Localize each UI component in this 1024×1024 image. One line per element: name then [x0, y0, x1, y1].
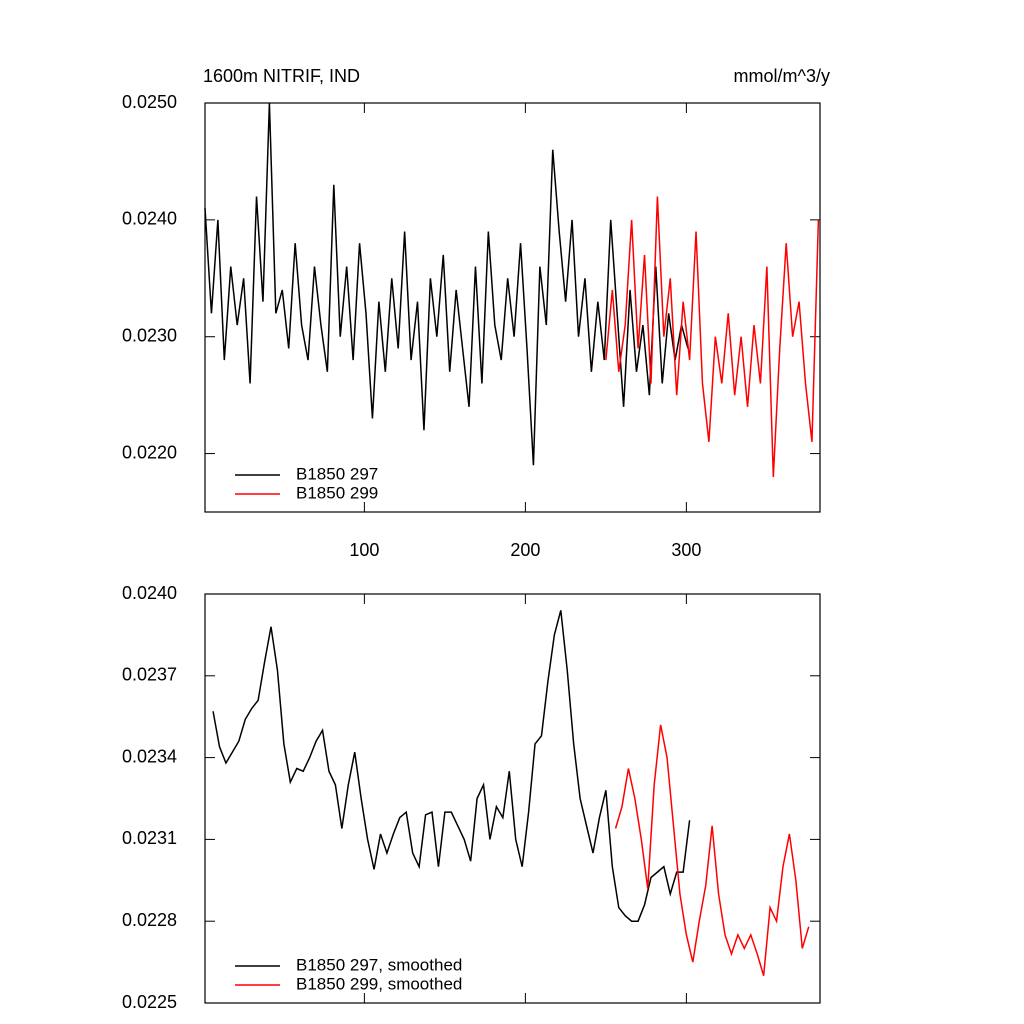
- y-tick-label: 0.0230: [122, 325, 177, 345]
- x-tick-label: 100: [349, 540, 379, 560]
- data-line: [614, 724, 810, 976]
- x-tick-label: 300: [671, 540, 701, 560]
- y-tick-label: 0.0228: [122, 910, 177, 930]
- y-tick-label: 0.0234: [122, 746, 177, 766]
- legend-label: B1850 297: [296, 464, 378, 483]
- y-tick-label: 0.0225: [122, 992, 177, 1012]
- y-tick-label: 0.0250: [122, 92, 177, 112]
- legend-label: B1850 299: [296, 483, 378, 502]
- y-tick-label: 0.0240: [122, 583, 177, 603]
- y-tick-label: 0.0231: [122, 828, 177, 848]
- data-line: [204, 102, 689, 466]
- legend-label: B1850 299, smoothed: [296, 974, 462, 993]
- chart-title: 1600m NITRIF, IND: [203, 66, 360, 86]
- data-line: [212, 610, 691, 922]
- legend-label: B1850 297, smoothed: [296, 955, 462, 974]
- plot-frame: [204, 102, 821, 513]
- data-line: [605, 196, 820, 477]
- y-tick-label: 0.0220: [122, 442, 177, 462]
- plot-frame: [204, 593, 821, 1004]
- y-tick-label: 0.0237: [122, 665, 177, 685]
- units-label: mmol/m^3/y: [734, 66, 830, 86]
- x-tick-label: 200: [510, 540, 540, 560]
- y-tick-label: 0.0240: [122, 209, 177, 229]
